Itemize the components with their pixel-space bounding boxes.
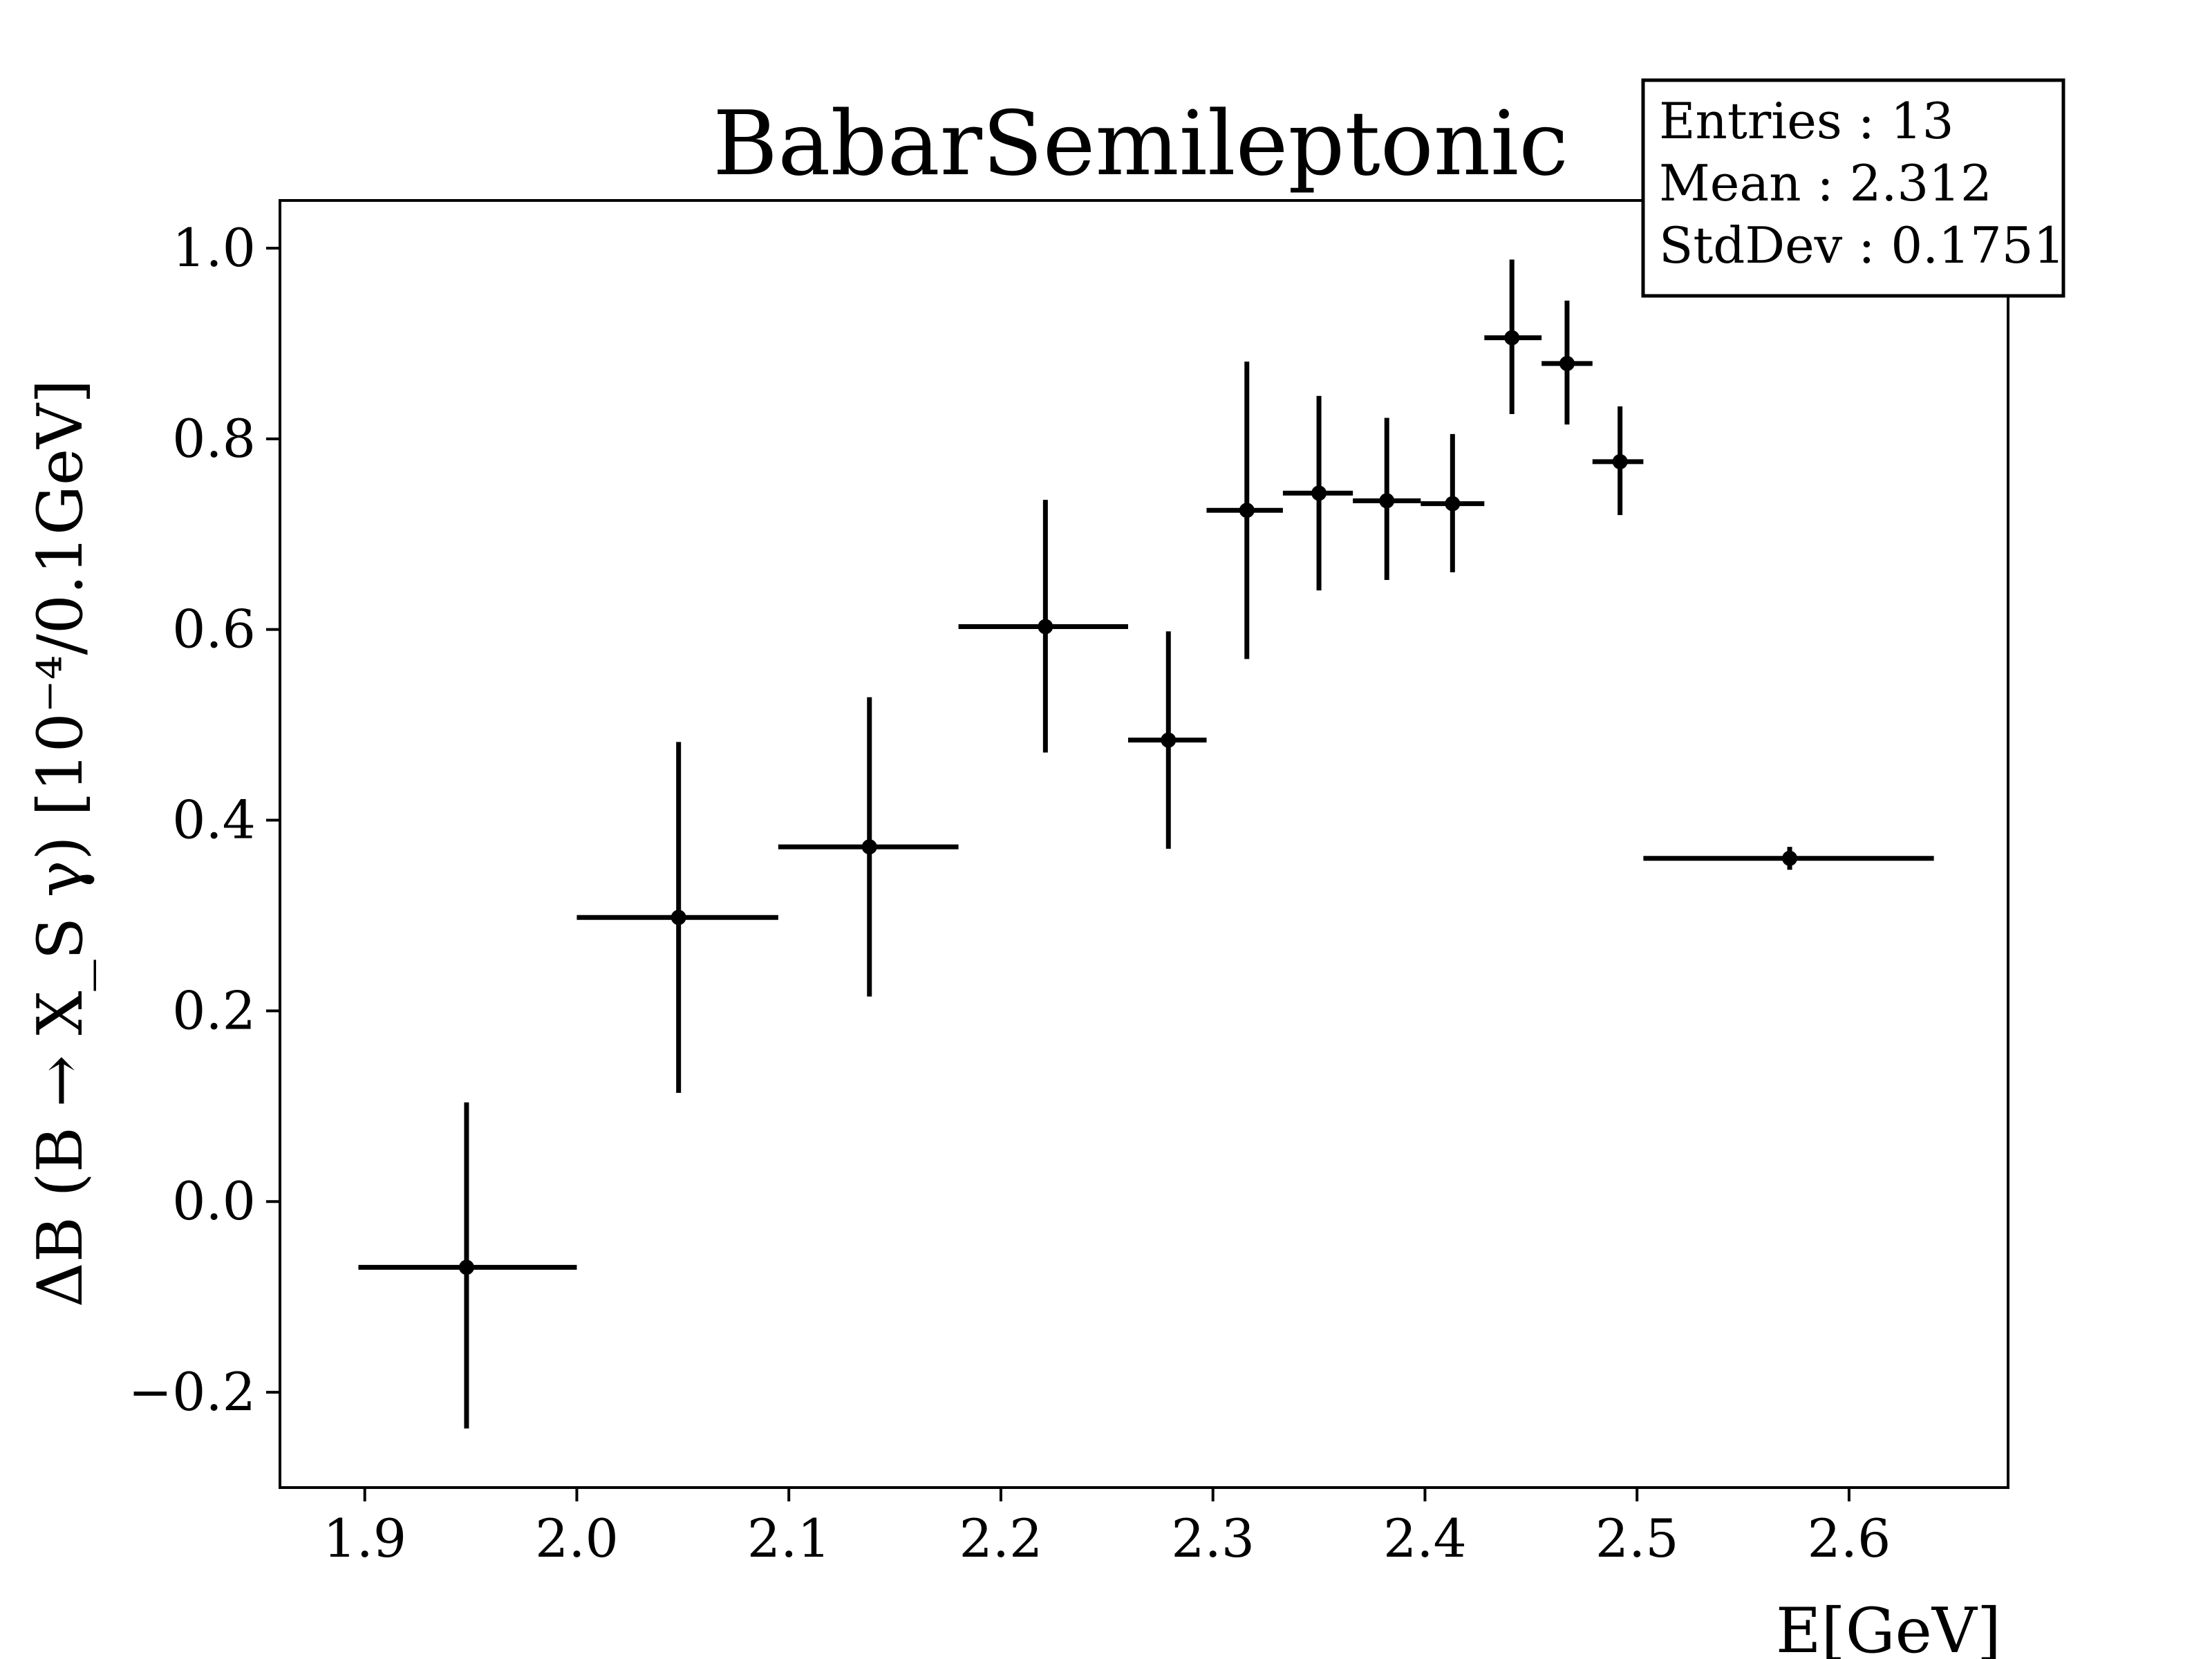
- data-point: [778, 697, 959, 997]
- stats-entries: Entries : 13: [1659, 92, 1954, 150]
- point-marker: [1379, 493, 1395, 509]
- data-point: [1127, 631, 1207, 849]
- stats-box: Entries : 13 Mean : 2.312 StdDev : 0.175…: [1641, 78, 2065, 298]
- point-marker: [1504, 330, 1520, 346]
- data-point: [1643, 847, 1934, 870]
- data-point: [1592, 406, 1644, 516]
- x-tick-label: 2.6: [1808, 1508, 1891, 1569]
- x-tick-label: 2.0: [535, 1508, 619, 1569]
- y-tick-label: −0.2: [128, 1361, 256, 1423]
- stats-stddev: StdDev : 0.1751: [1659, 216, 2065, 274]
- x-tick-label: 2.2: [959, 1508, 1043, 1569]
- chart-title: BabarSemileptonic: [713, 93, 1568, 196]
- y-tick-label: 0.6: [172, 599, 256, 660]
- data-point: [1541, 300, 1593, 425]
- point-marker: [861, 839, 877, 855]
- x-tick-label: 2.4: [1383, 1508, 1467, 1569]
- point-marker: [1311, 485, 1327, 501]
- plot-frame: [279, 199, 2009, 1489]
- y-tick-label: 0.2: [172, 980, 256, 1041]
- y-axis-label: ΔB (B → X_S γ) [10⁻⁴/0.1GeV]: [24, 379, 97, 1307]
- x-tick-label: 2.5: [1595, 1508, 1679, 1569]
- x-tick-label: 2.3: [1171, 1508, 1255, 1569]
- point-marker: [1782, 850, 1798, 866]
- point-marker: [458, 1259, 474, 1275]
- data-point: [1206, 362, 1283, 659]
- point-marker: [1161, 732, 1177, 748]
- point-marker: [1612, 453, 1628, 469]
- point-marker: [1559, 355, 1575, 371]
- data-point: [1421, 433, 1485, 572]
- data-point: [358, 1102, 577, 1429]
- point-marker: [1038, 619, 1053, 635]
- data-point: [958, 500, 1128, 753]
- stats-box-frame: [1641, 78, 2065, 298]
- data-points: [358, 259, 1934, 1429]
- y-tick-label: 1.0: [172, 217, 256, 279]
- point-marker: [1239, 503, 1255, 518]
- data-point: [1353, 418, 1421, 580]
- data-point: [1484, 259, 1542, 414]
- y-tick-label: 0.4: [172, 789, 256, 851]
- point-marker: [671, 910, 686, 926]
- stats-mean: Mean : 2.312: [1659, 154, 1992, 212]
- axis-ticks: 1.9 2.0 2.1 2.2 2.3 2.4 2.5 2.6 −0.2 0.0 0.2 0.4 0.6…: [128, 217, 1891, 1569]
- x-tick-label: 2.1: [747, 1508, 831, 1569]
- data-point: [577, 742, 778, 1093]
- x-axis-label: E[GeV]: [1776, 1595, 2001, 1659]
- point-marker: [1445, 496, 1461, 512]
- y-tick-label: 0.8: [172, 408, 256, 469]
- x-tick-label: 1.9: [323, 1508, 406, 1569]
- y-tick-label: 0.0: [172, 1170, 256, 1232]
- data-point: [1282, 395, 1353, 591]
